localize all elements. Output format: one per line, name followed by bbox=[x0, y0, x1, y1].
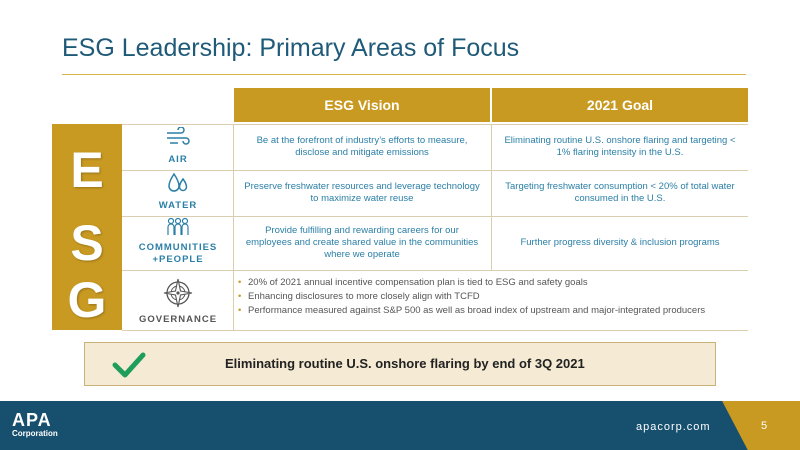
category-label: WATER bbox=[158, 200, 198, 211]
air-goal: Eliminating routine U.S. onshore flaring… bbox=[504, 135, 736, 158]
category-label: GOVERNANCE bbox=[138, 314, 218, 325]
row-divider bbox=[122, 124, 748, 125]
callout-text: Eliminating routine U.S. onshore flaring… bbox=[225, 356, 585, 371]
letter-g: G bbox=[52, 270, 122, 330]
row-divider bbox=[122, 216, 748, 217]
logo-text: APA bbox=[12, 410, 52, 430]
category-air: AIR bbox=[124, 124, 232, 170]
header-esg-vision: ESG Vision bbox=[234, 88, 490, 122]
row-divider bbox=[122, 270, 748, 271]
list-item: Enhancing disclosures to more closely al… bbox=[238, 290, 748, 304]
list-item: 20% of 2021 annual incentive compensatio… bbox=[238, 276, 748, 290]
category-water: WATER bbox=[124, 170, 232, 216]
footer-bar bbox=[0, 401, 800, 450]
compass-icon bbox=[162, 277, 194, 314]
water-goal: Targeting freshwater consumption < 20% o… bbox=[505, 181, 735, 204]
governance-bullets: 20% of 2021 annual incentive compensatio… bbox=[238, 276, 748, 318]
row-divider bbox=[122, 170, 748, 171]
letter-e: E bbox=[52, 124, 122, 216]
column-divider bbox=[491, 124, 492, 270]
page-number: 5 bbox=[761, 420, 768, 432]
letter-s: S bbox=[52, 215, 122, 271]
category-communities: COMMUNITIES +PEOPLE bbox=[124, 216, 232, 270]
wind-icon bbox=[165, 126, 191, 154]
column-divider bbox=[233, 124, 234, 330]
water-vision: Preserve freshwater resources and levera… bbox=[244, 181, 480, 204]
page-title: ESG Leadership: Primary Areas of Focus bbox=[62, 34, 520, 62]
communities-goal: Further progress diversity & inclusion p… bbox=[520, 237, 720, 248]
header-2021-goal: 2021 Goal bbox=[492, 88, 748, 122]
air-vision: Be at the forefront of industry’s effort… bbox=[256, 135, 468, 158]
company-logo: APA Corporation bbox=[12, 410, 58, 438]
category-label: AIR bbox=[168, 154, 188, 165]
website-url: apacorp.com bbox=[636, 421, 711, 433]
row-divider bbox=[122, 330, 748, 331]
callout-box: Eliminating routine U.S. onshore flaring… bbox=[84, 342, 716, 386]
logo-subtext: Corporation bbox=[12, 429, 58, 438]
category-governance: GOVERNANCE bbox=[124, 270, 232, 330]
title-divider bbox=[62, 74, 746, 75]
checkmark-icon bbox=[109, 349, 149, 386]
communities-vision: Provide fulfilling and rewarding careers… bbox=[245, 225, 479, 260]
list-item: Performance measured against S&P 500 as … bbox=[238, 304, 748, 318]
people-group-icon bbox=[164, 217, 192, 242]
water-drops-icon bbox=[165, 171, 191, 200]
category-label: COMMUNITIES +PEOPLE bbox=[138, 242, 218, 265]
